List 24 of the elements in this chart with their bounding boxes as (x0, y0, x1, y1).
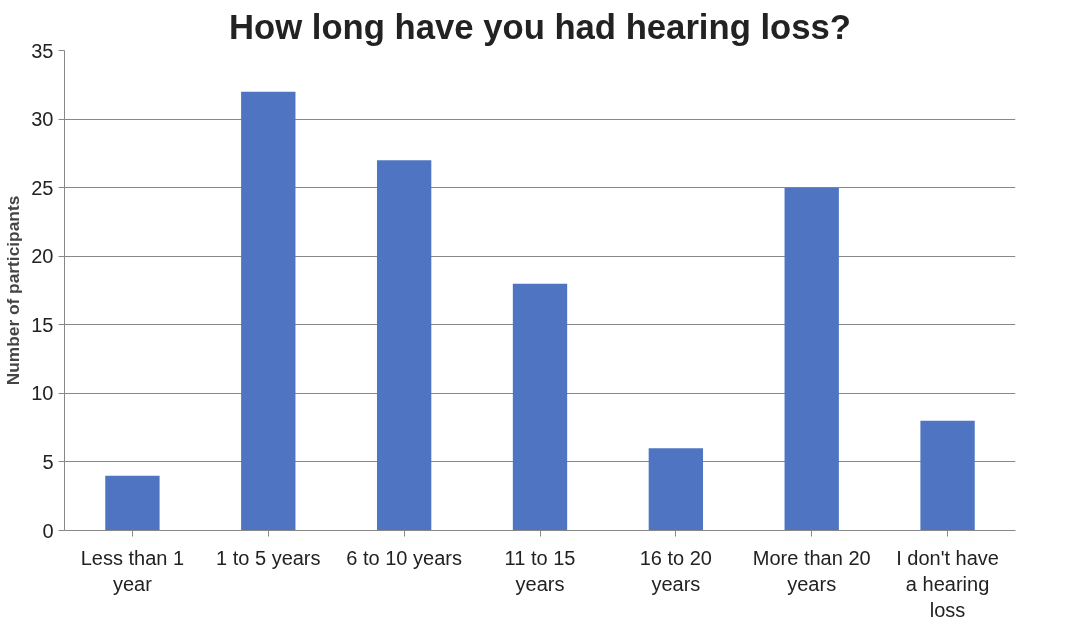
bar (376, 160, 432, 531)
y-tick-label: 30 (31, 108, 54, 131)
chart-title: How long have you had hearing loss? (229, 7, 851, 46)
y-axis-title: Number of participants (3, 195, 24, 386)
bar (241, 91, 296, 531)
y-tick-label: 15 (31, 313, 54, 336)
y-tick-label: 35 (31, 39, 54, 62)
y-tick-label: 20 (31, 245, 54, 268)
y-tick-label: 5 (42, 450, 54, 473)
x-tick-label: Less than 1 year (80, 546, 185, 595)
x-tick-label: More than 20 years (752, 546, 871, 595)
x-tick-label: 6 to 10 years (346, 546, 462, 569)
bar (512, 283, 568, 531)
y-tick-label: 10 (31, 382, 54, 405)
y-tick-label: 25 (31, 176, 54, 199)
x-tick-label: 16 to 20 years (639, 546, 713, 595)
x-tick-label: 11 to 15 years (504, 546, 576, 595)
y-tick-label: 0 (42, 519, 54, 542)
bar (784, 187, 839, 531)
bar (648, 448, 704, 531)
bar (105, 475, 160, 531)
x-tick-label: 1 to 5 years (216, 546, 321, 569)
bar (920, 420, 975, 531)
x-tick-label: I don't have a hearing loss (896, 546, 999, 622)
